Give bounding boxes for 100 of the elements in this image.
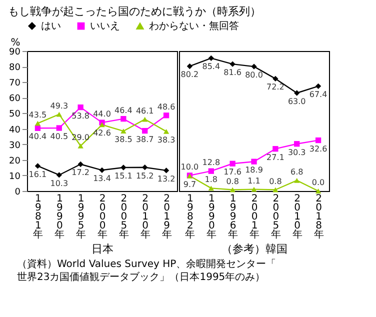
data-label: 40.4 xyxy=(28,132,47,142)
data-label: 38.5 xyxy=(114,135,132,144)
x-tick-label: 1982年 xyxy=(185,194,196,240)
data-label: 40.5 xyxy=(50,132,68,141)
point xyxy=(272,146,278,152)
y-tick-label: 50 xyxy=(9,110,21,120)
data-label: 46.4 xyxy=(114,106,132,115)
y-tick-label: 30 xyxy=(9,140,21,151)
y-axis-title: % xyxy=(10,38,20,48)
data-label: 43.5 xyxy=(28,110,47,120)
data-label: 13.2 xyxy=(157,174,176,184)
point xyxy=(230,61,236,67)
y-tick-label: 0 xyxy=(14,188,21,198)
point xyxy=(120,164,126,170)
data-label: 30.3 xyxy=(288,148,306,157)
data-label: 38.7 xyxy=(136,134,154,144)
point xyxy=(142,128,148,134)
point xyxy=(251,64,257,70)
data-label: 1.8 xyxy=(204,175,218,184)
data-label: 6.8 xyxy=(290,167,304,176)
data-label: 85.4 xyxy=(202,62,220,72)
data-label: 16.1 xyxy=(28,170,47,179)
point xyxy=(163,112,170,118)
x-tick-label: 1981年 xyxy=(33,194,44,240)
point xyxy=(294,141,300,147)
x-tick-label: 2005年 xyxy=(270,194,281,240)
legend-label: わからない・無回答 xyxy=(149,20,239,32)
point xyxy=(99,167,105,173)
legend-label: はい xyxy=(41,21,61,32)
y-tick-label: 20 xyxy=(9,156,21,166)
y-tick-label: 10 xyxy=(9,172,21,182)
data-label: 1.1 xyxy=(248,176,260,186)
y-tick-label: 80 xyxy=(9,63,21,74)
data-label: 48.6 xyxy=(157,102,176,112)
x-tick-label: 2018年 xyxy=(314,194,324,240)
text: （資料）World Values Survey HP、余暇開発センター「世界23カ国価値観データブック」（日本1995年のみ） xyxy=(17,258,276,283)
data-label: 80.2 xyxy=(180,70,199,80)
point xyxy=(34,163,41,169)
x-tick-label: 1995年 xyxy=(76,194,86,240)
x-tick-label: 2005年 xyxy=(118,194,129,240)
point xyxy=(208,168,214,174)
point xyxy=(208,186,214,191)
data-label: 10.0 xyxy=(180,162,199,172)
point xyxy=(251,158,257,164)
point xyxy=(315,188,322,194)
point xyxy=(78,143,84,148)
chart-title: もし戦争が起こったら国のために戦うか（時系列） xyxy=(8,5,262,18)
data-label: 10.3 xyxy=(50,178,68,188)
data-label: 67.4 xyxy=(309,90,328,100)
data-label: 53.8 xyxy=(72,111,90,120)
point xyxy=(208,55,214,61)
data-label: 0.8 xyxy=(226,176,239,186)
point xyxy=(34,120,41,126)
data-label: 32.6 xyxy=(309,144,328,154)
point xyxy=(186,63,193,70)
y-tick-label: 90 xyxy=(9,48,21,58)
point xyxy=(56,172,62,178)
data-label: 72.2 xyxy=(266,82,284,92)
point xyxy=(272,76,278,82)
y-tick-label: 60 xyxy=(9,94,21,104)
x-tick-label: 2019年 xyxy=(162,194,172,240)
point xyxy=(99,122,105,128)
data-label: 15.1 xyxy=(114,172,132,181)
data-label: 17.6 xyxy=(224,168,242,177)
point xyxy=(56,125,62,131)
data-label: 27.1 xyxy=(266,152,284,162)
data-label: 49.3 xyxy=(50,101,68,110)
data-label: 38.3 xyxy=(157,135,176,144)
point xyxy=(230,187,236,192)
data-label: 9.7 xyxy=(183,180,196,189)
data-label: 15.2 xyxy=(136,171,154,180)
data-label: 81.6 xyxy=(224,68,242,78)
point xyxy=(78,161,84,168)
y-tick-label: 70 xyxy=(9,78,21,89)
x-tick-label: 2001年 xyxy=(250,194,260,240)
data-label: 18.9 xyxy=(245,166,263,175)
point xyxy=(120,116,126,122)
x-tick-label: 2000年 xyxy=(98,194,108,240)
x-tick-label: 1990年 xyxy=(206,194,217,240)
point xyxy=(142,116,148,122)
y-tick-label: 40 xyxy=(9,125,21,136)
point xyxy=(272,187,278,192)
x-tick-label: 2010年 xyxy=(292,194,302,240)
data-label: 17.2 xyxy=(72,168,90,178)
data-label: 44.0 xyxy=(93,110,111,119)
data-label: 13.4 xyxy=(93,174,111,184)
x-tick-label: 2010年 xyxy=(140,194,150,240)
point xyxy=(294,90,300,96)
legend-label: いいえ xyxy=(90,21,120,32)
data-label: 63.0 xyxy=(288,97,306,106)
point xyxy=(315,137,322,144)
point xyxy=(163,128,170,134)
data-label: 0.0 xyxy=(312,178,325,187)
x-axis-title: 日本 xyxy=(92,242,114,256)
point xyxy=(163,168,170,174)
point xyxy=(56,112,62,117)
x-tick-label: 1990年 xyxy=(54,194,65,240)
point xyxy=(315,83,322,89)
data-label: 42.6 xyxy=(93,128,111,138)
point xyxy=(78,104,84,110)
